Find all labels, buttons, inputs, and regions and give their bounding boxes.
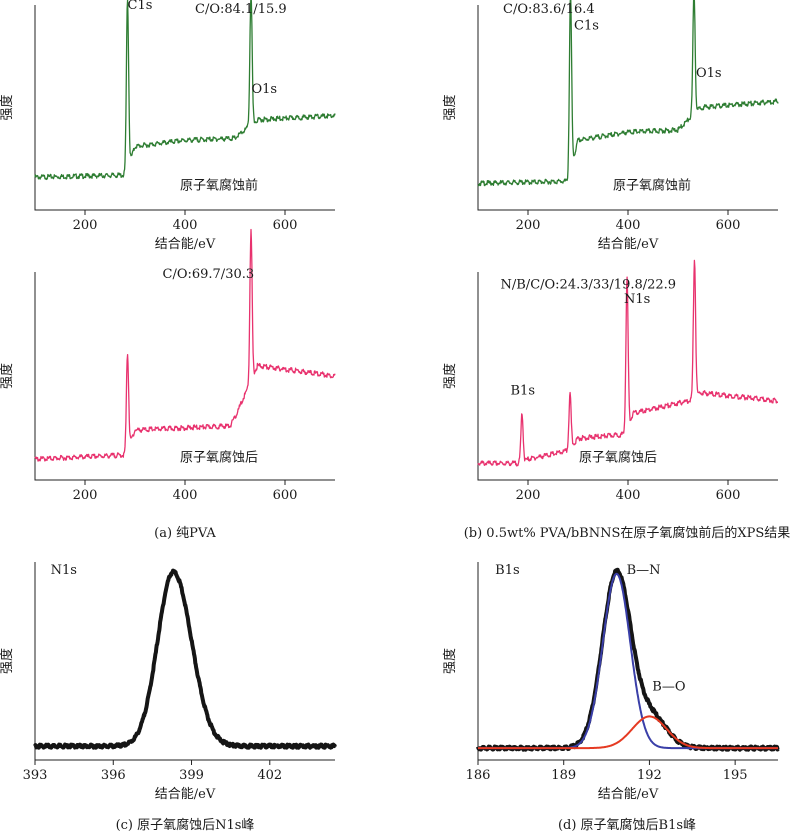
annotation-label: B1s: [495, 563, 519, 578]
annotation-label: C1s: [128, 0, 153, 13]
x-tick-label: 393: [23, 768, 48, 783]
x-tick-label: 402: [257, 768, 282, 783]
x-tick-label: 400: [616, 488, 641, 503]
caption-d: (d) 原子氧腐蚀后B1s峰: [558, 818, 696, 833]
x-tick-label: 600: [716, 488, 741, 503]
x-axis-label: 结合能/eV: [598, 237, 659, 252]
annotation-label: B1s: [511, 384, 536, 399]
annotation-label: C/O:84.1/15.9: [195, 2, 287, 17]
annotation-label: C1s: [574, 19, 599, 34]
annotation-label: 原子氧腐蚀后: [579, 450, 657, 465]
x-tick-label: 200: [73, 488, 98, 503]
caption-b: (b) 0.5wt% PVA/bBNNS在原子氧腐蚀前后的XPS结果: [464, 525, 791, 541]
x-tick-label: 400: [173, 218, 198, 233]
x-tick-label: 600: [273, 488, 298, 503]
annotation-label: C/O:69.7/30.3: [163, 267, 255, 282]
chart-panel-p3: 200 400 600 强度 C/O:69.7/30.3 原子氧腐蚀后: [0, 228, 336, 503]
annotation-label: N1s: [624, 292, 650, 307]
caption-a: (a) 纯PVA: [154, 526, 216, 541]
x-tick-label: 200: [73, 218, 98, 233]
annotation-label: B—N: [627, 563, 661, 578]
y-axis-label: 强度: [442, 648, 458, 674]
axis-frame: [34, 5, 335, 211]
x-axis-label: 结合能/eV: [155, 237, 216, 252]
y-axis-label: 强度: [442, 94, 458, 120]
x-tick-label: 399: [179, 768, 204, 783]
x-tick-label: 200: [516, 218, 541, 233]
x-tick-label: 189: [551, 768, 576, 783]
series-line-p3-0: [34, 228, 336, 462]
annotation-label: 原子氧腐蚀后: [180, 450, 258, 465]
x-tick-label: 600: [273, 218, 298, 233]
x-tick-label: 396: [101, 768, 126, 783]
annotation-label: B—O: [652, 680, 685, 695]
series-line-p6-2: [477, 715, 779, 750]
x-tick-label: 400: [173, 488, 198, 503]
x-tick-label: 400: [616, 218, 641, 233]
x-tick-label: 200: [516, 488, 541, 503]
y-axis-label: 强度: [0, 363, 15, 389]
annotation-label: 原子氧腐蚀前: [180, 178, 258, 194]
axis-frame: [34, 562, 335, 761]
series-line-p6-0: [476, 567, 780, 752]
series-line-p4-0: [477, 259, 779, 467]
axis-frame: [477, 272, 778, 481]
x-tick-label: 186: [466, 768, 491, 783]
series-line-p2-0: [477, 0, 779, 187]
x-tick-label: 195: [723, 768, 748, 783]
axis-frame: [477, 5, 778, 211]
axis-frame: [34, 272, 335, 481]
annotation-label: 原子氧腐蚀前: [613, 178, 691, 194]
annotation-label: C/O:83.6/16.4: [503, 2, 595, 17]
series-line-p1-0: [34, 0, 336, 181]
x-axis-label: 结合能/eV: [598, 787, 659, 802]
y-axis-label: 强度: [0, 94, 15, 120]
annotation-label: O1s: [252, 82, 278, 97]
annotation-label: O1s: [696, 66, 722, 81]
x-tick-label: 600: [716, 218, 741, 233]
caption-c: (c) 原子氧腐蚀后N1s峰: [116, 818, 255, 833]
y-axis-label: 强度: [442, 363, 458, 389]
annotation-label: N/B/C/O:24.3/33/19.8/22.9: [501, 278, 677, 293]
x-axis-label: 结合能/eV: [155, 787, 216, 802]
annotation-label: N1s: [51, 563, 77, 578]
y-axis-label: 强度: [0, 648, 15, 674]
axis-frame: [477, 562, 778, 761]
x-tick-label: 192: [637, 768, 662, 783]
chart-panel-p4: 200 400 600 强度 N/B/C/O:24.3/33/19.8/22.9 B1s N…: [442, 259, 779, 503]
series-line-p5-0: [33, 568, 337, 750]
